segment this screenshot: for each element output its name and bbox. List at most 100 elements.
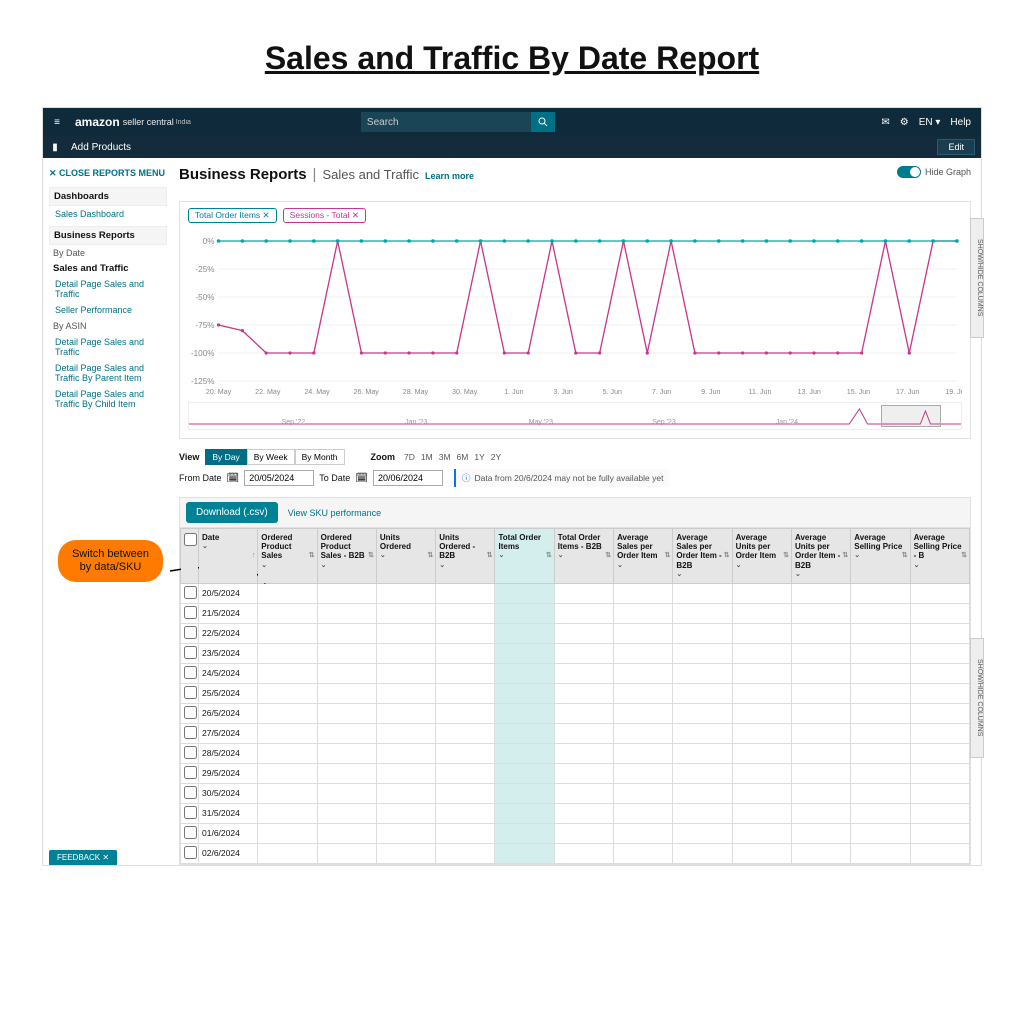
chip-total-order-items[interactable]: Total Order Items ✕ <box>188 208 277 223</box>
cell <box>791 783 850 803</box>
zoom-3M[interactable]: 3M <box>436 452 454 462</box>
row-checkbox[interactable] <box>184 746 197 759</box>
zoom-7D[interactable]: 7D <box>401 452 418 462</box>
cell <box>317 843 376 863</box>
cell <box>791 623 850 643</box>
show-hide-columns-tab[interactable]: SHOW/HIDE COLUMNS <box>970 218 984 338</box>
sidebar-dashboards[interactable]: Dashboards <box>49 187 167 206</box>
sidebar-item-detail-page[interactable]: Detail Page Sales and Traffic <box>49 276 167 302</box>
view-by-week[interactable]: By Week <box>247 449 295 465</box>
edit-button[interactable]: Edit <box>937 139 975 155</box>
cell: 02/6/2024 <box>199 843 258 863</box>
cell: 25/5/2024 <box>199 683 258 703</box>
download-csv-button[interactable]: Download (.csv) <box>186 502 278 523</box>
row-checkbox[interactable] <box>184 786 197 799</box>
cell <box>376 683 435 703</box>
sidebar-item-asin-3[interactable]: Detail Page Sales and Traffic By Child I… <box>49 386 167 412</box>
info-pill: ⓘ Data from 20/6/2024 may not be fully a… <box>454 469 670 487</box>
row-checkbox[interactable] <box>184 706 197 719</box>
column-header[interactable]: Average Units per Order Item - B2B⌄⇅ <box>791 529 850 584</box>
cell <box>317 743 376 763</box>
cell <box>791 743 850 763</box>
row-checkbox[interactable] <box>184 646 197 659</box>
row-checkbox[interactable] <box>184 686 197 699</box>
zoom-1M[interactable]: 1M <box>418 452 436 462</box>
minimap[interactable]: Sep '22Jan '23May '23Sep '23Jan '24 <box>188 402 962 430</box>
column-header[interactable]: Average Sales per Order Item⌄⇅ <box>614 529 673 584</box>
sidebar-item-asin-1[interactable]: Detail Page Sales and Traffic <box>49 334 167 360</box>
cell <box>436 723 495 743</box>
cell <box>910 783 969 803</box>
zoom-2Y[interactable]: 2Y <box>488 452 504 462</box>
feedback-button[interactable]: FEEDBACK ✕ <box>49 850 117 865</box>
table-row: 26/5/2024 <box>181 703 970 723</box>
search-button[interactable] <box>531 112 555 132</box>
svg-text:13. Jun: 13. Jun <box>798 389 821 396</box>
row-checkbox[interactable] <box>184 666 197 679</box>
row-checkbox[interactable] <box>184 586 197 599</box>
column-header[interactable]: Average Selling Price - B⌄⇅ <box>910 529 969 584</box>
cell <box>732 803 791 823</box>
learn-more-link[interactable]: Learn more <box>425 171 474 181</box>
cell <box>376 703 435 723</box>
cell <box>258 803 317 823</box>
cell <box>436 603 495 623</box>
column-header[interactable]: Average Sales per Order Item - B2B⌄⇅ <box>673 529 732 584</box>
column-header[interactable]: Units Ordered - B2B⌄⇅ <box>436 529 495 584</box>
view-sku-link[interactable]: View SKU performance <box>288 508 381 518</box>
row-checkbox[interactable] <box>184 846 197 859</box>
close-reports-menu[interactable]: ✕ CLOSE REPORTS MENU <box>49 164 167 183</box>
row-checkbox[interactable] <box>184 826 197 839</box>
column-header[interactable]: Total Order Items - B2B⌄⇅ <box>554 529 613 584</box>
sidebar-item-asin-2[interactable]: Detail Page Sales and Traffic By Parent … <box>49 360 167 386</box>
column-header[interactable]: Units Ordered⌄⇅ <box>376 529 435 584</box>
calendar-icon[interactable]: 🗓 <box>355 473 368 484</box>
hamburger-icon[interactable]: ≡ <box>43 117 71 128</box>
to-date-input[interactable] <box>373 470 443 486</box>
cell <box>851 583 910 603</box>
search-input[interactable] <box>361 112 531 132</box>
sidebar-business-reports[interactable]: Business Reports <box>49 226 167 245</box>
mail-icon[interactable]: ✉ <box>881 117 889 128</box>
minimap-window[interactable] <box>881 405 941 427</box>
row-checkbox[interactable] <box>184 806 197 819</box>
add-products-link[interactable]: Add Products <box>71 142 131 153</box>
lang-menu[interactable]: EN ▾ <box>919 117 941 128</box>
column-header[interactable]: Ordered Product Sales - B2B⌄⇅ <box>317 529 376 584</box>
select-all-checkbox[interactable] <box>184 533 197 546</box>
column-header[interactable]: Average Units per Order Item⌄⇅ <box>732 529 791 584</box>
cell <box>554 783 613 803</box>
view-by-month[interactable]: By Month <box>295 449 345 465</box>
zoom-1Y[interactable]: 1Y <box>471 452 487 462</box>
column-header[interactable]: Total Order Items⌄⇅ <box>495 529 554 584</box>
view-controls: View By DayBy WeekBy Month Zoom 7D1M3M6M… <box>179 449 971 465</box>
from-date-input[interactable] <box>244 470 314 486</box>
row-checkbox[interactable] <box>184 766 197 779</box>
view-by-day[interactable]: By Day <box>205 449 246 465</box>
row-checkbox[interactable] <box>184 726 197 739</box>
zoom-6M[interactable]: 6M <box>454 452 472 462</box>
sidebar-item-sales-dashboard[interactable]: Sales Dashboard <box>49 206 167 222</box>
chip-sessions[interactable]: Sessions - Total ✕ <box>283 208 366 223</box>
help-link[interactable]: Help <box>950 117 971 128</box>
doc-title: Sales and Traffic By Date Report <box>0 40 1024 77</box>
cell <box>317 783 376 803</box>
cell <box>317 603 376 623</box>
cell <box>614 763 673 783</box>
bookmark-icon[interactable]: ▮ <box>43 142 67 153</box>
column-header[interactable]: Average Selling Price⌄⇅ <box>851 529 910 584</box>
sidebar-item-seller-perf[interactable]: Seller Performance <box>49 302 167 318</box>
hide-graph-toggle[interactable]: Hide Graph <box>897 166 971 178</box>
minimap-label: Sep '23 <box>652 419 676 426</box>
sidebar-item-sales-and-traffic[interactable]: Sales and Traffic <box>49 261 167 276</box>
toggle-icon[interactable] <box>897 166 921 178</box>
row-checkbox[interactable] <box>184 606 197 619</box>
column-header[interactable]: Ordered Product Sales⌄⇅ <box>258 529 317 584</box>
row-checkbox[interactable] <box>184 626 197 639</box>
cell <box>554 843 613 863</box>
calendar-icon[interactable]: 🗓 <box>227 473 240 484</box>
show-hide-columns-tab[interactable]: SHOW/HIDE COLUMNS <box>970 638 984 758</box>
gear-icon[interactable]: ⚙ <box>900 117 909 128</box>
column-header[interactable]: Date⌄↑ <box>199 529 258 584</box>
cell <box>673 803 732 823</box>
